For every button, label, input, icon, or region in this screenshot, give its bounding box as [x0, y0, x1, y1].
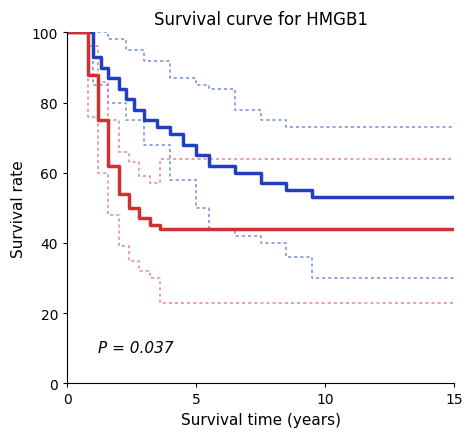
X-axis label: Survival time (years): Survival time (years) [181, 412, 341, 427]
Title: Survival curve for HMGB1: Survival curve for HMGB1 [154, 11, 367, 29]
Y-axis label: Survival rate: Survival rate [11, 159, 26, 257]
Text: P = 0.037: P = 0.037 [98, 340, 173, 355]
